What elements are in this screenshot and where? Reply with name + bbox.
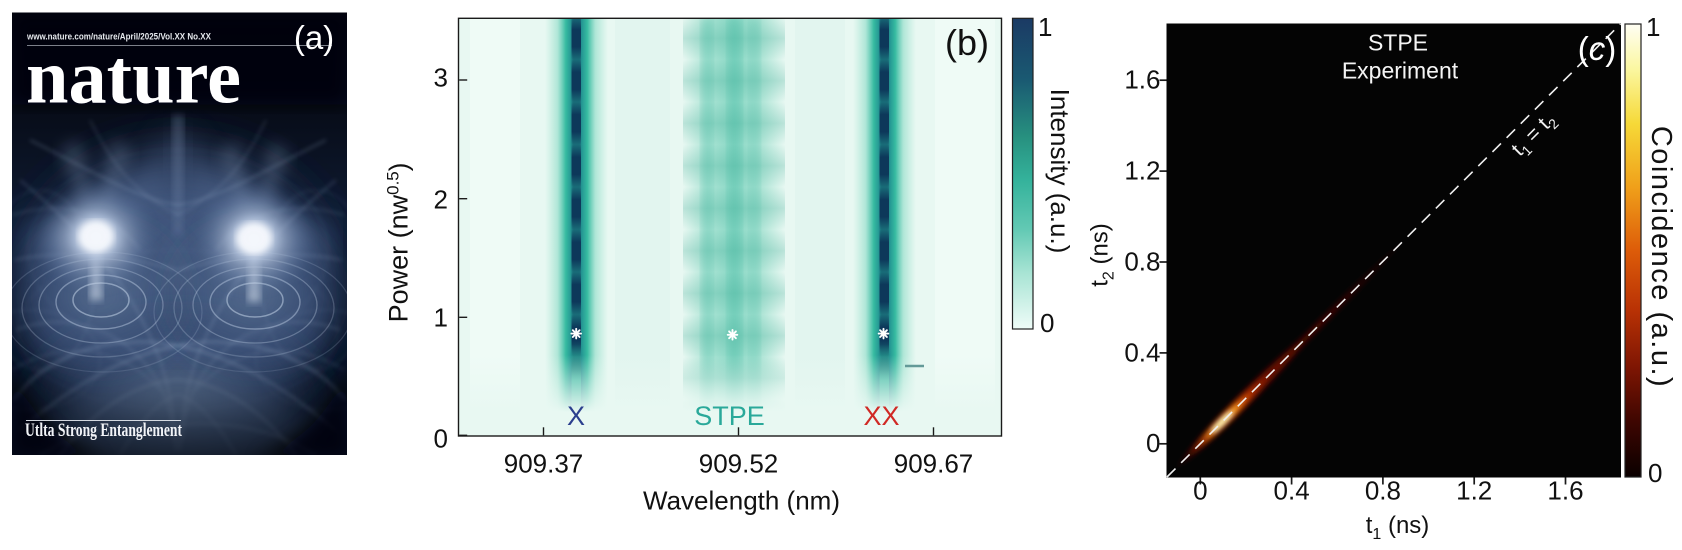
svg-text:1: 1 — [1646, 12, 1660, 42]
svg-text:0.8: 0.8 — [1124, 246, 1160, 276]
svg-text:STPE: STPE — [1368, 30, 1428, 56]
svg-text:0: 0 — [1648, 458, 1662, 488]
svg-text:1: 1 — [434, 303, 448, 333]
svg-text:3: 3 — [434, 63, 448, 93]
svg-text:(a): (a) — [294, 19, 334, 56]
svg-text:0.8: 0.8 — [1365, 476, 1401, 506]
svg-text:Wavelength (nm): Wavelength (nm) — [643, 486, 840, 516]
svg-text:(b): (b) — [945, 22, 989, 63]
svg-text:909.52: 909.52 — [699, 449, 779, 479]
svg-text:STPE: STPE — [694, 401, 765, 431]
svg-text:www.nature.com/nature/April/20: www.nature.com/nature/April/2025/Vol.XX … — [26, 32, 211, 42]
svg-text:0: 0 — [1040, 308, 1054, 338]
svg-text:0.4: 0.4 — [1124, 337, 1160, 367]
svg-text:909.67: 909.67 — [894, 449, 974, 479]
svg-text:0: 0 — [1193, 476, 1207, 506]
svg-text:t2 (ns): t2 (ns) — [1087, 223, 1118, 287]
svg-text:1: 1 — [1038, 12, 1052, 42]
svg-text:1.2: 1.2 — [1456, 476, 1492, 506]
svg-text:909.37: 909.37 — [504, 449, 584, 479]
svg-text:t1 (ns): t1 (ns) — [1366, 512, 1430, 543]
svg-text:(c): (c) — [1578, 30, 1617, 67]
svg-text:1.6: 1.6 — [1124, 65, 1160, 95]
svg-text:0: 0 — [1146, 428, 1160, 458]
svg-text:1.2: 1.2 — [1124, 156, 1160, 186]
svg-text:Power (nw0.5): Power (nw0.5) — [384, 163, 414, 323]
svg-text:2: 2 — [434, 185, 448, 215]
svg-text:0.4: 0.4 — [1274, 476, 1310, 506]
svg-text:0: 0 — [434, 424, 448, 454]
svg-text:XX: XX — [863, 401, 899, 431]
svg-text:Coincidence (a.u.): Coincidence (a.u.) — [1645, 126, 1677, 388]
svg-text:nature: nature — [26, 34, 241, 120]
svg-text:Experiment: Experiment — [1342, 57, 1459, 83]
svg-text:Utlta Strong Entanglement: Utlta Strong Entanglement — [25, 420, 182, 441]
svg-text:Intensity (a.u.): Intensity (a.u.) — [1045, 89, 1075, 254]
svg-text:X: X — [567, 401, 585, 431]
svg-text:1.6: 1.6 — [1547, 476, 1583, 506]
